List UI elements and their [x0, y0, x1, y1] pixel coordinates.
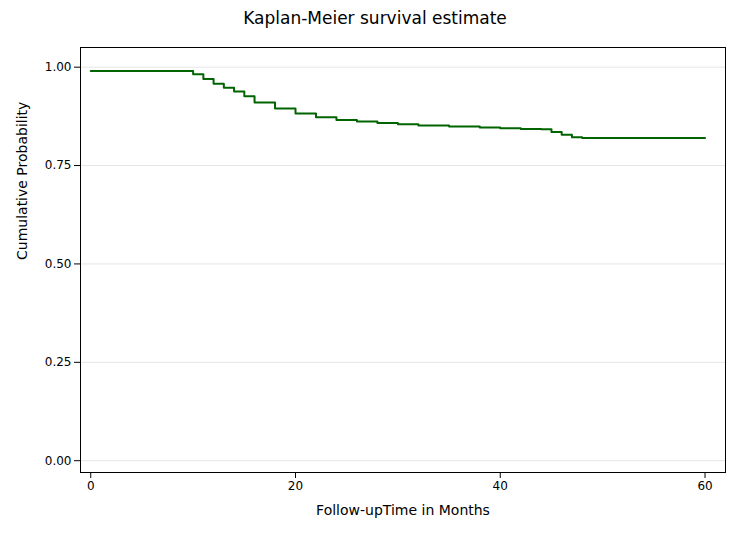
html-text:Kaplan-Meier survival estimate: Kaplan-Meier survival estimate: [243, 8, 507, 28]
svg-text:0: 0: [87, 479, 95, 493]
svg-text:Cumulative Probability: Cumulative Probability: [14, 102, 30, 260]
svg-text:1.00: 1.00: [45, 60, 72, 74]
svg-text:0.25: 0.25: [45, 355, 72, 369]
svg-text:0.50: 0.50: [45, 257, 72, 271]
svg-text:Follow-upTime in Months: Follow-upTime in Months: [316, 502, 490, 518]
svg-text:0.00: 0.00: [45, 454, 72, 468]
svg-text:60: 60: [697, 479, 712, 493]
svg-text:0.75: 0.75: [45, 158, 72, 172]
svg-text:40: 40: [493, 479, 508, 493]
svg-text:20: 20: [288, 479, 303, 493]
